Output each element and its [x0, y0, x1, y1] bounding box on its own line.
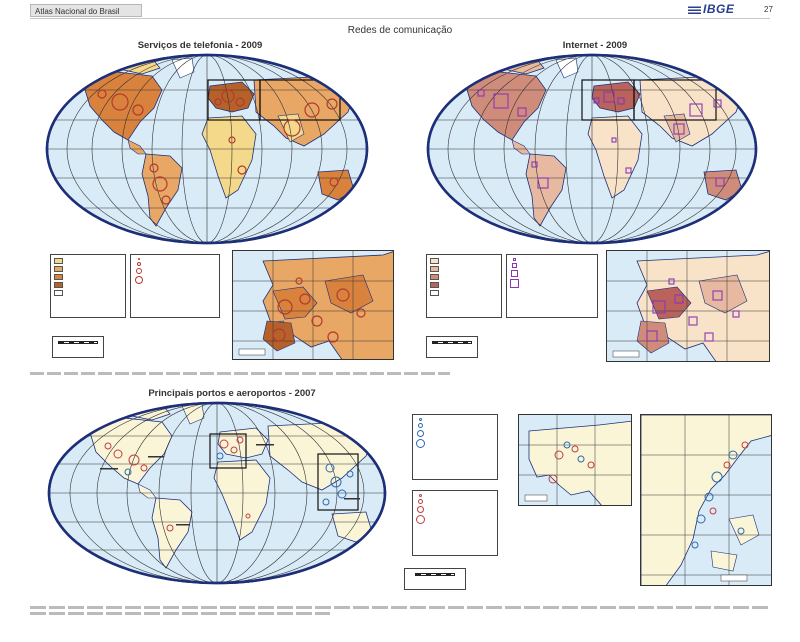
ports-container-legend: [412, 414, 498, 480]
telephony-world-map: [45, 53, 369, 245]
ports-scale-bar: [404, 568, 466, 590]
ibge-logo-icon: [688, 5, 701, 14]
ports-asia-inset: [640, 414, 772, 586]
page-number: 27: [764, 5, 773, 14]
ports-airports-world-map: [47, 401, 387, 585]
internet-broadband-legend: [506, 254, 598, 318]
airports-passengers-legend: [412, 490, 498, 556]
ports-map-title: Principais portos e aeroportos - 2007: [148, 388, 316, 399]
telephony-fixed-lines-legend: [50, 254, 126, 318]
header-rule: [30, 18, 770, 19]
source-note-top: [30, 372, 450, 375]
internet-europe-inset: [606, 250, 770, 362]
ports-europe-inset: [518, 414, 632, 506]
telephony-map-title: Serviços de telefonia - 2009: [137, 40, 263, 51]
internet-users-legend: [426, 254, 502, 318]
internet-scale-bar: [426, 336, 478, 358]
internet-map-title: Internet - 2009: [562, 40, 628, 51]
telephony-mobile-legend: [130, 254, 220, 318]
publisher-name: IBGE: [703, 2, 735, 16]
atlas-title-tab: Atlas Nacional do Brasil: [30, 4, 142, 17]
atlas-title: Atlas Nacional do Brasil: [35, 7, 120, 16]
internet-world-map: [426, 53, 758, 245]
telephony-scale-bar: [52, 336, 104, 358]
telephony-europe-inset: [232, 250, 394, 360]
page-title: Redes de comunicação: [347, 25, 453, 36]
ibge-logo: IBGE: [688, 2, 734, 16]
source-note-bottom: [30, 606, 770, 615]
